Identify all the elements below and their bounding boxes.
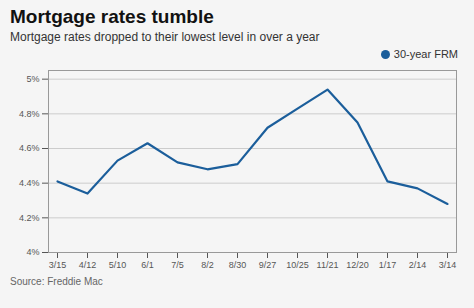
svg-text:5%: 5% (26, 74, 39, 84)
svg-text:10/25: 10/25 (286, 260, 309, 270)
svg-text:2/14: 2/14 (409, 260, 427, 270)
svg-text:8/30: 8/30 (229, 260, 247, 270)
svg-text:4.6%: 4.6% (19, 143, 40, 153)
svg-text:3/14: 3/14 (439, 260, 457, 270)
svg-text:4.4%: 4.4% (19, 178, 40, 188)
svg-text:1/17: 1/17 (379, 260, 397, 270)
html-text:Mortgage rates tumble: Mortgage rates tumble (10, 6, 214, 27)
svg-text:5/10: 5/10 (109, 260, 127, 270)
html-text:30-year FRM: 30-year FRM (393, 48, 458, 60)
html-text:Source: Freddie Mac: Source: Freddie Mac (10, 276, 103, 287)
svg-text:4.8%: 4.8% (19, 109, 40, 119)
svg-text:4/12: 4/12 (79, 260, 97, 270)
svg-text:8/2: 8/2 (201, 260, 214, 270)
svg-text:4.2%: 4.2% (19, 213, 40, 223)
svg-text:12/20: 12/20 (346, 260, 369, 270)
svg-text:3/15: 3/15 (49, 260, 67, 270)
html-text:Mortgage rates dropped to thei: Mortgage rates dropped to their lowest l… (10, 30, 320, 44)
svg-text:7/5: 7/5 (171, 260, 184, 270)
svg-text:6/1: 6/1 (141, 260, 154, 270)
svg-text:11/21: 11/21 (317, 260, 339, 270)
svg-text:9/27: 9/27 (259, 260, 277, 270)
svg-text:4%: 4% (26, 247, 39, 257)
